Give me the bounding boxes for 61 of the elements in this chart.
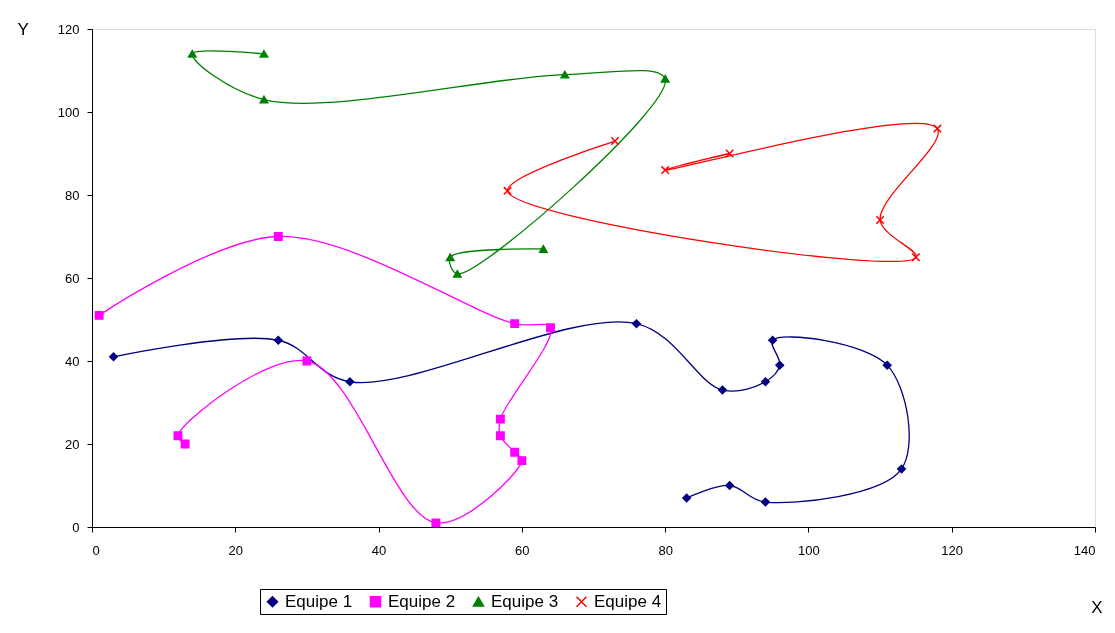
point [897,464,907,474]
point [273,335,283,345]
y-tick-label: 80 [65,187,80,203]
point [173,431,183,441]
point [94,310,104,320]
point [760,377,770,387]
point [431,518,441,528]
point [538,244,548,253]
legend-label: Equipe 4 [594,591,662,611]
x-axis-title: X [1091,597,1103,617]
y-tick-label: 100 [57,104,80,120]
point [109,352,118,362]
point [187,49,197,58]
legend-label: Equipe 1 [285,591,353,611]
y-tick-label: 60 [65,270,80,286]
point [660,165,670,175]
point [775,360,785,370]
y-tick-label: 20 [65,436,80,452]
legend-label: Equipe 3 [491,591,559,611]
point [495,414,505,424]
legend-label: Equipe 2 [388,591,456,611]
x-tick-label: 20 [228,542,244,558]
x-tick-label: 60 [515,542,530,558]
point [517,456,527,466]
point [302,356,312,366]
point [610,136,620,146]
point [546,323,555,333]
x-tick-label: 140 [1073,542,1096,558]
x-tick-label: 0 [92,542,100,558]
y-tick-label: 120 [57,21,80,37]
y-tick-label: 0 [72,519,80,535]
point [725,149,735,158]
point [273,232,283,241]
y-tick-label: 40 [65,353,80,369]
point [660,74,670,83]
point [345,377,355,387]
x-tick-label: 100 [798,542,820,558]
point [503,186,512,196]
point [760,497,770,507]
x-tick-label: 40 [371,542,387,558]
point [768,335,778,345]
point [259,95,269,104]
point [259,49,269,58]
point [510,319,520,329]
point [560,70,570,79]
point [682,493,692,503]
point [445,253,455,262]
x-tick-label: 120 [941,542,964,558]
x-tick-label: 80 [658,542,673,558]
point [510,447,520,457]
y-axis-title: Y [17,19,29,39]
point [180,439,190,449]
point [452,269,462,278]
point [932,124,942,134]
point [725,481,735,490]
point [718,385,727,395]
point [632,319,641,329]
point [495,431,505,441]
point [882,360,892,370]
point [875,215,885,225]
point [911,252,921,262]
